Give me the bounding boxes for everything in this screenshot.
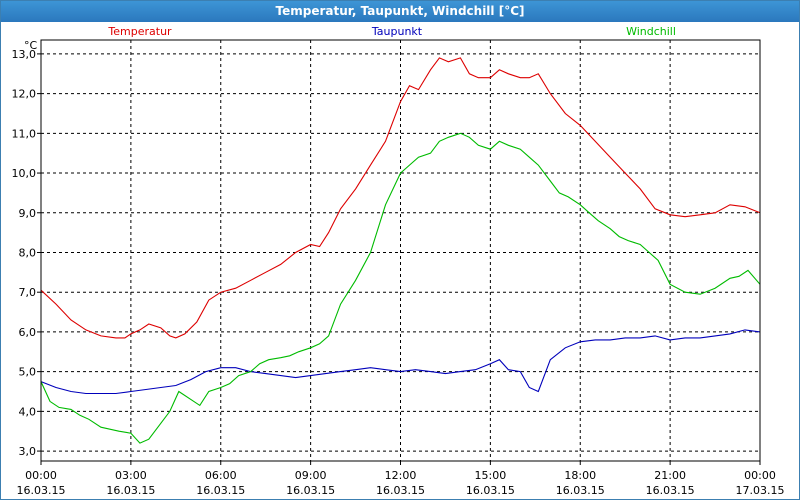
x-tick-time-label: 00:00	[25, 469, 57, 482]
x-tick-time-label: 00:00	[744, 469, 776, 482]
y-tick-label: 10,0	[12, 167, 37, 180]
y-tick-label: 13,0	[12, 48, 37, 61]
tick-labels: 3,0 4,0 5,0 6,0 7,0 8,0 9,0 10,0 11,0 12,0 13,0 00:…	[12, 39, 785, 497]
y-tick-label: 12,0	[12, 88, 37, 101]
y-tick-label: 9,0	[19, 207, 37, 220]
x-tick-date-label: 17.03.15	[736, 484, 785, 497]
y-tick-label: 6,0	[19, 326, 37, 339]
x-tick-date-label: 16.03.15	[106, 484, 155, 497]
x-tick-time-label: 21:00	[654, 469, 686, 482]
series-line-temperatur	[40, 57, 761, 339]
x-tick-date-label: 16.03.15	[17, 484, 66, 497]
grid	[41, 40, 760, 461]
legend-windchill: Windchill	[626, 25, 676, 38]
x-tick-time-label: 03:00	[115, 469, 147, 482]
axes	[37, 39, 761, 465]
x-tick-date-label: 16.03.15	[556, 484, 605, 497]
x-tick-time-label: 06:00	[205, 469, 237, 482]
legend: Temperatur Taupunkt Windchill	[107, 25, 676, 38]
series-lines	[40, 57, 761, 444]
legend-temperatur: Temperatur	[107, 25, 172, 38]
x-tick-date-label: 16.03.15	[196, 484, 245, 497]
y-tick-label: 4,0	[19, 405, 37, 418]
series-line-windchill	[40, 132, 761, 444]
x-tick-time-label: 15:00	[475, 469, 507, 482]
x-tick-time-label: 09:00	[295, 469, 327, 482]
window-title: Temperatur, Taupunkt, Windchill [°C]	[1, 1, 799, 22]
y-tick-label: 11,0	[12, 127, 37, 140]
legend-taupunkt: Taupunkt	[371, 25, 423, 38]
x-tick-date-label: 16.03.15	[646, 484, 695, 497]
series-line-taupunkt	[40, 329, 761, 395]
y-tick-label: 8,0	[19, 246, 37, 259]
x-tick-time-label: 18:00	[564, 469, 596, 482]
plot-frame	[40, 39, 761, 462]
x-tick-date-label: 16.03.15	[376, 484, 425, 497]
x-tick-date-label: 16.03.15	[286, 484, 335, 497]
y-axis-unit-label: °C	[24, 39, 38, 52]
y-tick-label: 7,0	[19, 286, 37, 299]
y-tick-label: 5,0	[19, 366, 37, 379]
x-tick-time-label: 12:00	[385, 469, 417, 482]
y-tick-label: 3,0	[19, 445, 37, 458]
x-tick-date-label: 16.03.15	[466, 484, 515, 497]
